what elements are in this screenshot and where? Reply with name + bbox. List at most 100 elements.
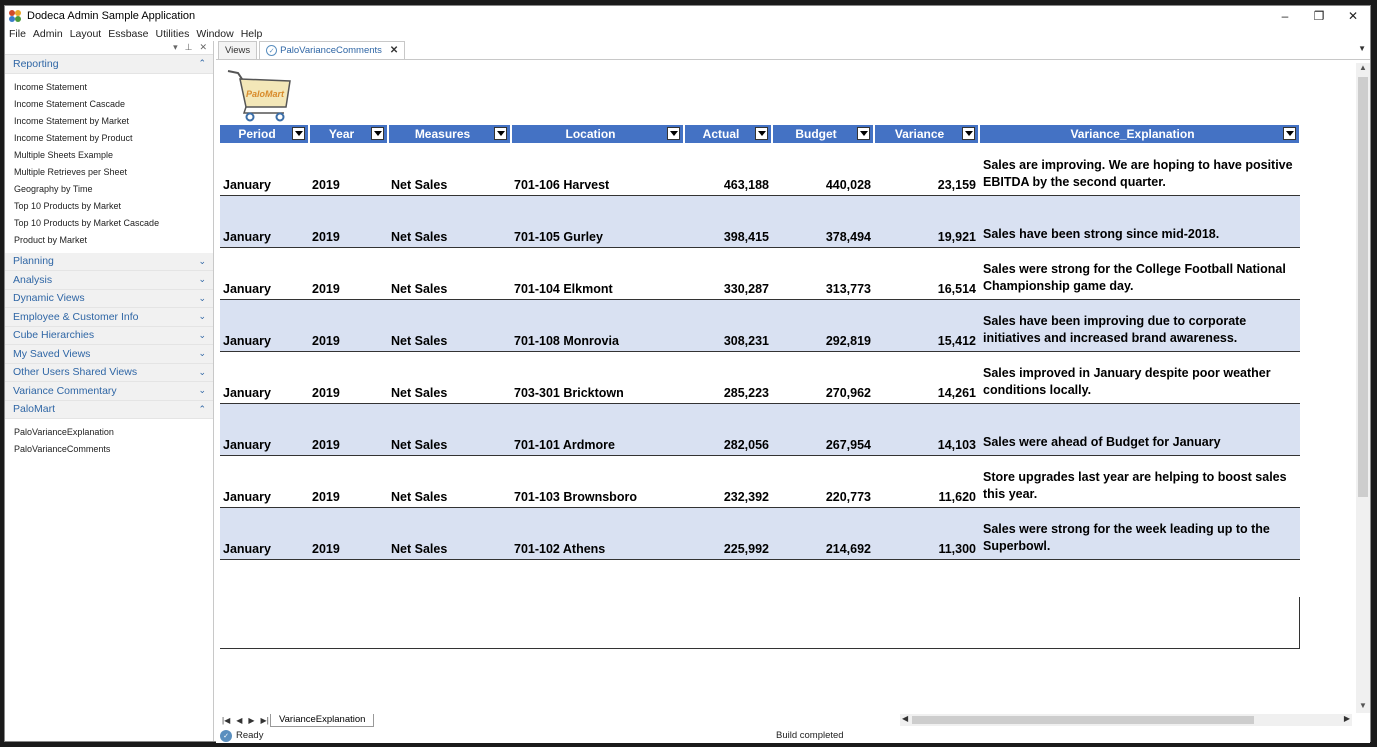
cell-actual[interactable]: 225,992 (684, 507, 772, 560)
cell-variance[interactable]: 19,921 (874, 195, 979, 248)
cell-variance[interactable]: 11,300 (874, 507, 979, 560)
cell-location[interactable]: 701-106 Harvest (511, 143, 684, 196)
cell-variance-explanation[interactable]: Sales were ahead of Budget for January (979, 403, 1300, 456)
cell-year[interactable]: 2019 (309, 455, 388, 508)
menu-file[interactable]: File (9, 27, 26, 40)
cell-variance-explanation[interactable]: Sales have been strong since mid-2018. (979, 195, 1300, 248)
cell-year[interactable]: 2019 (309, 351, 388, 404)
horizontal-scrollbar[interactable]: ◀ ▶ (900, 714, 1352, 726)
cell-measures[interactable]: Net Sales (388, 455, 511, 508)
expand-icon[interactable]: ⌄ (198, 311, 206, 322)
sidebar-item[interactable]: Product by Market (14, 234, 88, 245)
tab-close-icon[interactable]: ✕ (389, 45, 399, 56)
expand-icon[interactable]: ⌄ (198, 255, 206, 266)
cell-year[interactable]: 2019 (309, 247, 388, 300)
cell-budget[interactable]: 270,962 (772, 351, 874, 404)
cell-location[interactable]: 703-301 Bricktown (511, 351, 684, 404)
cell-year[interactable]: 2019 (309, 299, 388, 352)
prev-sheet-icon[interactable]: ◀ (236, 715, 243, 725)
sidebar-group-other-users-shared-views[interactable]: Other Users Shared Views ⌄ (5, 363, 213, 382)
cell-variance-explanation[interactable]: Sales were strong for the week leading u… (979, 507, 1300, 560)
cell-budget[interactable]: 214,692 (772, 507, 874, 560)
expand-icon[interactable]: ⌄ (198, 366, 206, 377)
menu-utilities[interactable]: Utilities (155, 27, 190, 40)
expand-icon[interactable]: ⌄ (198, 274, 206, 285)
sidebar-group-my-saved-views[interactable]: My Saved Views ⌄ (5, 345, 213, 364)
cell-variance[interactable]: 11,620 (874, 455, 979, 508)
cell-period[interactable]: January (220, 403, 309, 456)
sidebar-group-planning[interactable]: Planning ⌄ (5, 252, 213, 271)
cell-variance[interactable]: 14,103 (874, 403, 979, 456)
cell-variance-explanation[interactable]: Sales improved in January despite poor w… (979, 351, 1300, 404)
cell-budget[interactable]: 378,494 (772, 195, 874, 248)
cell-actual[interactable]: 463,188 (684, 143, 772, 196)
horizontal-scroll-thumb[interactable] (912, 716, 1254, 724)
cell-actual[interactable]: 232,392 (684, 455, 772, 508)
sidebar-group-variance-commentary[interactable]: Variance Commentary ⌄ (5, 382, 213, 401)
sidebar-pin-icon[interactable]: ⊥ (184, 42, 193, 52)
sidebar-item[interactable]: PaloVarianceComments (14, 444, 111, 454)
cell-location[interactable]: 701-101 Ardmore (511, 403, 684, 456)
cell-location[interactable]: 701-104 Elkmont (511, 247, 684, 300)
collapse-icon[interactable]: ⌃ (198, 403, 206, 414)
sidebar-close-icon[interactable]: ✕ (199, 42, 207, 52)
cell-measures[interactable]: Net Sales (388, 247, 511, 300)
menu-admin[interactable]: Admin (32, 27, 63, 40)
tab-list-dropdown-icon[interactable]: ▼ (1358, 44, 1366, 53)
cell-variance[interactable]: 23,159 (874, 143, 979, 196)
cell-variance[interactable]: 15,412 (874, 299, 979, 352)
cell-location[interactable]: 701-103 Brownsboro (511, 455, 684, 508)
first-sheet-icon[interactable]: |◀ (222, 715, 231, 725)
scroll-left-icon[interactable]: ◀ (902, 714, 909, 723)
sidebar-group-employee-customer-info[interactable]: Employee & Customer Info ⌄ (5, 308, 213, 327)
tab-views[interactable]: Views (218, 41, 258, 59)
cell-variance-explanation[interactable]: Sales are improving. We are hoping to ha… (979, 143, 1300, 196)
filter-dropdown-icon[interactable] (1283, 127, 1296, 140)
filter-dropdown-icon[interactable] (292, 127, 305, 140)
cell-budget[interactable]: 292,819 (772, 299, 874, 352)
cell-actual[interactable]: 308,231 (684, 299, 772, 352)
cell-period[interactable]: January (220, 351, 309, 404)
cell-location[interactable]: 701-105 Gurley (511, 195, 684, 248)
cell-variance-explanation[interactable]: Sales have been improving due to corpora… (979, 299, 1300, 352)
cell-actual[interactable]: 330,287 (684, 247, 772, 300)
collapse-icon[interactable]: ⌃ (198, 58, 206, 69)
cell-location[interactable]: 701-108 Monrovia (511, 299, 684, 352)
cell-actual[interactable]: 398,415 (684, 195, 772, 248)
scroll-up-icon[interactable]: ▲ (1359, 63, 1367, 72)
cell-variance[interactable]: 14,261 (874, 351, 979, 404)
cell-budget[interactable]: 440,028 (772, 143, 874, 196)
sidebar-item[interactable]: Income Statement by Market (14, 115, 130, 126)
expand-icon[interactable]: ⌄ (198, 385, 206, 396)
vertical-scroll-thumb[interactable] (1358, 77, 1368, 497)
cell-year[interactable]: 2019 (309, 507, 388, 560)
filter-dropdown-icon[interactable] (371, 127, 384, 140)
sidebar-item[interactable]: Multiple Retrieves per Sheet (14, 166, 128, 177)
cell-period[interactable]: January (220, 247, 309, 300)
menu-help[interactable]: Help (240, 27, 263, 40)
restore-button[interactable]: ❐ (1313, 9, 1325, 23)
filter-dropdown-icon[interactable] (667, 127, 680, 140)
cell-period[interactable]: January (220, 195, 309, 248)
sidebar-item[interactable]: Income Statement Cascade (14, 98, 126, 109)
scroll-down-icon[interactable]: ▼ (1359, 701, 1367, 710)
minimize-button[interactable]: – (1281, 9, 1289, 23)
cell-variance-explanation[interactable]: Store upgrades last year are helping to … (979, 455, 1300, 508)
menu-layout[interactable]: Layout (69, 27, 102, 40)
next-sheet-icon[interactable]: ▶ (248, 715, 255, 725)
vertical-scrollbar[interactable]: ▲ ▼ (1356, 63, 1370, 713)
expand-icon[interactable]: ⌄ (198, 348, 206, 359)
sidebar-group-cube-hierarchies[interactable]: Cube Hierarchies ⌄ (5, 326, 213, 345)
menu-window[interactable]: Window (196, 27, 234, 40)
cell-budget[interactable]: 220,773 (772, 455, 874, 508)
filter-dropdown-icon[interactable] (494, 127, 507, 140)
last-sheet-icon[interactable]: ▶| (260, 715, 269, 725)
sidebar-item[interactable]: Income Statement (14, 81, 88, 92)
cell-measures[interactable]: Net Sales (388, 143, 511, 196)
sidebar-group-dynamic-views[interactable]: Dynamic Views ⌄ (5, 289, 213, 308)
cell-actual[interactable]: 285,223 (684, 351, 772, 404)
cell-measures[interactable]: Net Sales (388, 507, 511, 560)
cell-period[interactable]: January (220, 507, 309, 560)
sheet-tab-variance-explanation[interactable]: VarianceExplanation (270, 713, 375, 727)
sidebar-item[interactable]: Income Statement by Product (14, 132, 133, 143)
